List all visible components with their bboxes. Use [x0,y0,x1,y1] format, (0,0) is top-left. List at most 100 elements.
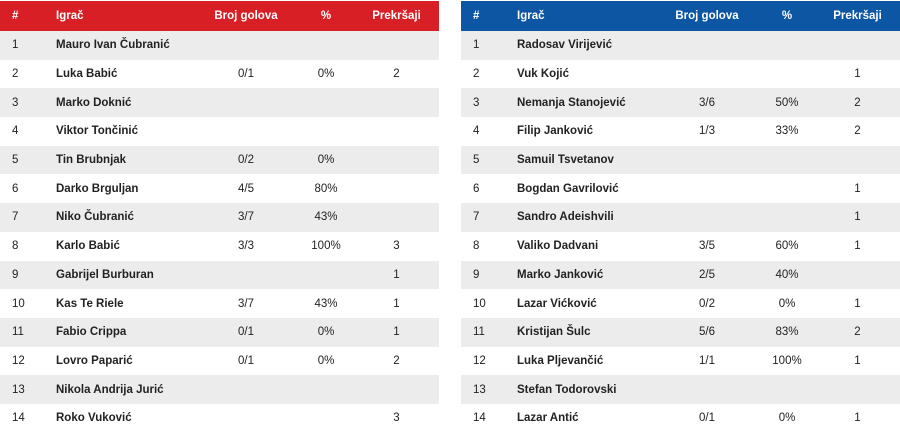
pct-cell: 0% [317,68,335,81]
player-number: 2 [473,68,480,81]
table-row: 2 Luka Babić 0/1 0% 2 [0,60,439,89]
player-name: Lazar Vićković [517,297,597,310]
player-name: Mauro Ivan Čubranić [56,39,170,52]
player-number: 8 [12,240,19,253]
player-number: 3 [12,96,19,109]
goals-cell: 0/1 [238,326,254,339]
player-number: 7 [12,211,19,224]
goals-cell: 4/5 [238,182,254,195]
fouls-cell: 2 [854,326,861,339]
pct-cell: 33% [775,125,799,138]
player-name: Kas Te Riele [56,297,124,310]
player-number: 14 [473,412,486,425]
player-name: Radosav Virijević [517,39,613,52]
pct-cell: 100% [772,354,802,367]
pct-cell: 0% [778,297,796,310]
right-team-table: # Igrač Broj golova % Prekršaji 1 Radosav… [461,1,900,433]
goals-cell: 3/7 [238,211,254,224]
player-name: Darko Brguljan [56,182,139,195]
pct-cell: 40% [775,268,799,281]
goals-cell: 3/3 [238,240,254,253]
player-number: 6 [473,182,480,195]
player-number: 2 [12,68,19,81]
fouls-cell: 2 [854,96,861,109]
goals-cell: 0/1 [238,354,254,367]
table-row: 9 Gabrijel Burburan 1 [0,260,439,290]
player-number: 13 [12,383,25,396]
header-goals: Broj golova [214,10,278,22]
player-number: 9 [12,268,19,281]
header-player: Igrač [517,10,545,22]
player-name: Valiko Dadvani [517,240,599,253]
player-number: 10 [12,297,25,310]
table-row: 11 Kristijan Šulc 5/6 83% 2 [461,317,900,347]
player-number: 12 [473,354,486,367]
pct-cell: 0% [317,154,335,167]
player-number: 4 [473,125,480,138]
header-fouls: Prekršaji [833,10,882,22]
player-name: Fabio Crippa [56,326,127,339]
table-row: 13 Stefan Todorovski [461,375,900,404]
player-number: 11 [473,326,485,339]
player-number: 9 [473,268,480,281]
goals-cell: 2/5 [699,268,715,281]
table-row: 7 Sandro Adeishvili 1 [461,203,900,232]
fouls-cell: 1 [854,412,861,425]
player-number: 13 [473,383,486,396]
fouls-cell: 1 [854,354,861,367]
pct-cell: 43% [314,211,338,224]
table-row: 12 Lovro Paparić 0/1 0% 2 [0,347,439,376]
player-name: Vuk Kojić [517,68,569,81]
table-row: 9 Marko Janković 2/5 40% [461,260,900,290]
fouls-cell: 3 [393,240,400,253]
table-row: 4 Viktor Tončinić [0,117,439,146]
fouls-cell: 2 [393,68,400,81]
player-name: Nikola Andrija Jurić [56,383,164,396]
player-name: Lovro Paparić [56,354,133,367]
header-player: Igrač [56,10,84,22]
player-name: Roko Vuković [56,412,132,425]
table-row: 10 Kas Te Riele 3/7 43% 1 [0,289,439,318]
player-name: Kristijan Šulc [517,326,591,339]
fouls-cell: 2 [393,354,400,367]
player-name: Lazar Antić [517,412,579,425]
fouls-cell: 1 [854,211,861,224]
pct-cell: 50% [775,96,799,109]
player-name: Luka Babić [56,68,118,81]
header-pct: % [320,10,332,22]
header-goals: Broj golova [675,10,739,22]
player-number: 5 [12,154,19,167]
player-name: Marko Janković [517,268,604,281]
header-num: # [12,10,19,22]
player-number: 1 [12,39,19,52]
player-number: 6 [12,182,19,195]
player-number: 10 [473,297,486,310]
goals-cell: 3/6 [699,96,715,109]
table-row: 14 Roko Vuković 3 [0,404,439,433]
goals-cell: 0/1 [238,68,254,81]
fouls-cell: 1 [393,297,400,310]
pct-cell: 43% [314,297,338,310]
player-number: 7 [473,211,480,224]
table-row: 5 Tin Brubnjak 0/2 0% [0,145,439,175]
player-number: 12 [12,354,25,367]
player-number: 8 [473,240,480,253]
goals-cell: 3/5 [699,240,715,253]
pct-cell: 83% [775,326,799,339]
pct-cell: 0% [778,412,796,425]
header-num: # [473,10,480,22]
player-name: Marko Doknić [56,96,132,109]
table-row: 8 Karlo Babić 3/3 100% 3 [0,232,439,261]
table-row: 8 Valiko Dadvani 3/5 60% 1 [461,232,900,261]
table-row: 10 Lazar Vićković 0/2 0% 1 [461,289,900,318]
fouls-cell: 1 [393,326,400,339]
fouls-cell: 1 [854,240,861,253]
player-number: 4 [12,125,19,138]
goals-cell: 3/7 [238,297,254,310]
header-fouls: Prekršaji [372,10,421,22]
player-number: 5 [473,154,480,167]
player-name: Filip Janković [517,125,594,138]
table-row: 14 Lazar Antić 0/1 0% 1 [461,404,900,433]
pct-cell: 0% [317,326,335,339]
